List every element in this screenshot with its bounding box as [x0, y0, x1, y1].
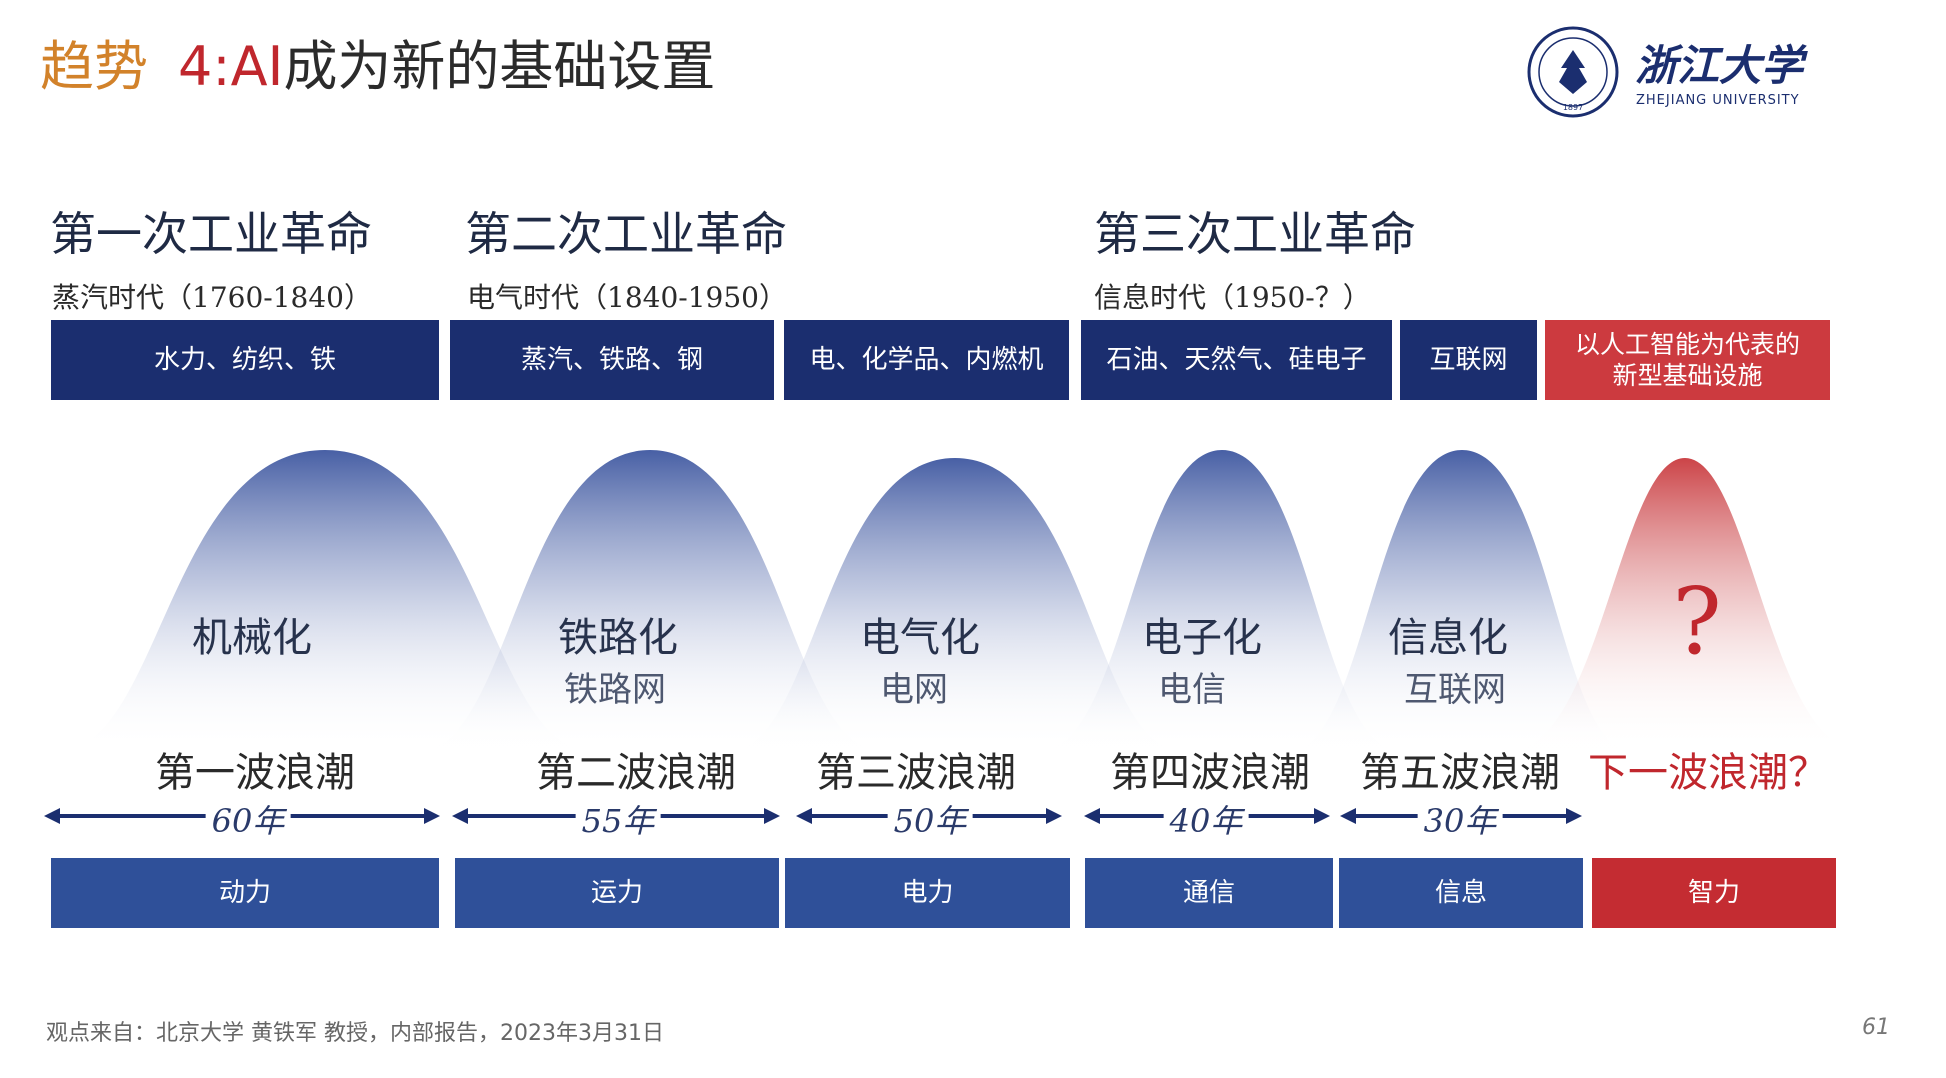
wave-1-duration: 60年: [205, 796, 291, 842]
wave-3-duration: 50年: [887, 796, 973, 842]
wave-4-label: 第四波浪潮: [1110, 750, 1310, 796]
wave-5-sub: 互联网: [1404, 670, 1506, 710]
wave-3-name: 电气化: [860, 615, 980, 661]
wave-5-shape: [1290, 450, 1630, 750]
tech-box-6: 以人工智能为代表的 新型基础设施: [1545, 320, 1830, 400]
wave-6-shape: [1510, 458, 1860, 750]
wave-2-duration: 55年: [575, 796, 661, 842]
wave-3-shape: [730, 458, 1180, 750]
wave-3-label: 第三波浪潮: [816, 750, 1016, 796]
wave-5-label: 第五波浪潮: [1360, 750, 1560, 796]
tech-box-6-line2: 新型基础设施: [1612, 361, 1763, 390]
tech-box-4: 石油、天然气、硅电子: [1081, 320, 1392, 400]
zju-seal-icon: 1897: [1527, 26, 1619, 118]
force-box-3: 电力: [785, 858, 1070, 928]
svg-text:1897: 1897: [1563, 103, 1583, 112]
wave-1-shape: [60, 450, 590, 750]
wave-3-sub: 电网: [880, 670, 948, 710]
wave-4-sub: 电信: [1158, 670, 1226, 710]
tech-box-5: 互联网: [1400, 320, 1537, 400]
wave-4-name: 电子化: [1142, 615, 1262, 661]
source-note: 观点来自：北京大学 黄铁军 教授，内部报告，2023年3月31日: [46, 1021, 664, 1046]
title-number: 4:: [178, 35, 231, 98]
revolution-3-title: 第三次工业革命: [1094, 207, 1416, 261]
slide-title: 趋势 4: AI 成为新的基础设置: [40, 22, 715, 102]
tech-box-1: 水力、纺织、铁: [51, 320, 439, 400]
revolution-3-era: 信息时代（1950-？）: [1094, 281, 1371, 314]
zju-logo-en: ZHEJIANG UNIVERSITY: [1636, 93, 1800, 108]
wave-1-name: 机械化: [192, 615, 312, 661]
wave-2-sub: 铁路网: [564, 670, 666, 710]
duration-arrows: [44, 808, 1582, 824]
force-box-5: 信息: [1339, 858, 1583, 928]
zju-logo-cn: 浙江大学: [1635, 41, 1808, 90]
wave-1-label: 第一波浪潮: [155, 750, 355, 796]
revolution-1-era: 蒸汽时代（1760-1840）: [52, 281, 372, 314]
force-box-4: 通信: [1085, 858, 1333, 928]
waves-graphic: [60, 450, 1860, 750]
wave-4-duration: 40年: [1163, 796, 1249, 842]
title-text: 成为新的基础设置: [283, 35, 716, 98]
force-box-2: 运力: [455, 858, 779, 928]
title-ai: AI: [230, 35, 284, 98]
wave-6-label: 下一波浪潮？: [1588, 750, 1828, 796]
force-box-1: 动力: [51, 858, 439, 928]
wave-2-label: 第二波浪潮: [536, 750, 736, 796]
wave-5-name: 信息化: [1388, 615, 1508, 661]
force-box-6: 智力: [1592, 858, 1836, 928]
revolution-2-title: 第二次工业革命: [465, 207, 787, 261]
title-trend: 趋势: [40, 35, 148, 98]
wave-4-shape: [1040, 450, 1400, 750]
zju-logo: 1897 浙江大学 ZHEJIANG UNIVERSITY: [1527, 26, 1808, 118]
revolution-1-title: 第一次工业革命: [50, 207, 372, 261]
wave-6-question-mark: ?: [1672, 568, 1722, 675]
wave-2-name: 铁路化: [558, 615, 678, 661]
tech-box-3: 电、化学品、内燃机: [784, 320, 1069, 400]
tech-box-2: 蒸汽、铁路、钢: [450, 320, 774, 400]
tech-box-6-line1: 以人工智能为代表的: [1574, 329, 1800, 359]
revolution-2-era: 电气时代（1840-1950）: [467, 281, 787, 314]
wave-2-shape: [420, 450, 880, 750]
page-number: 61: [1862, 1015, 1890, 1040]
wave-5-duration: 30年: [1417, 796, 1503, 842]
